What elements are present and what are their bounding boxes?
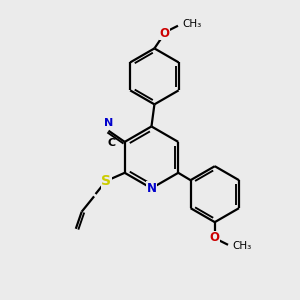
Text: CH₃: CH₃	[182, 19, 202, 29]
Text: N: N	[104, 118, 114, 128]
Text: O: O	[160, 27, 170, 40]
Text: C: C	[108, 138, 116, 148]
Text: O: O	[210, 231, 220, 244]
Text: S: S	[101, 174, 111, 188]
Text: N: N	[146, 182, 157, 195]
Text: CH₃: CH₃	[232, 241, 252, 251]
